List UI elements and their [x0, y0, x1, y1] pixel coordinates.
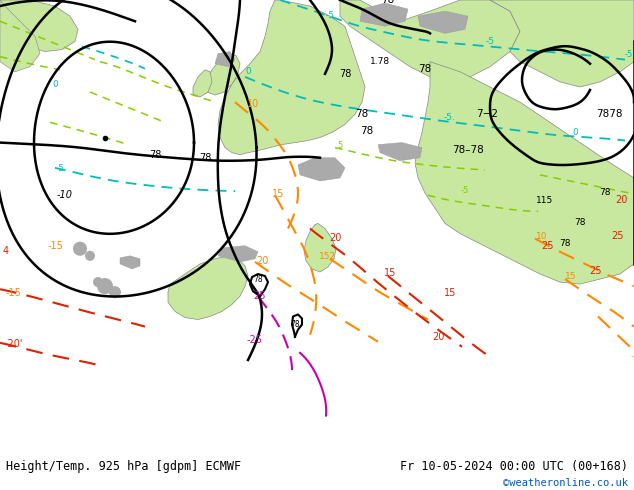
Polygon shape [218, 245, 258, 262]
Text: 10: 10 [247, 99, 259, 109]
Text: 7−2: 7−2 [476, 109, 498, 119]
Text: 0: 0 [52, 80, 58, 89]
Polygon shape [168, 256, 248, 319]
Text: 78: 78 [253, 275, 263, 284]
Text: 152: 152 [320, 252, 337, 261]
Text: -5: -5 [625, 49, 633, 59]
Text: 20: 20 [432, 332, 444, 342]
Text: 15: 15 [444, 288, 456, 298]
Text: 15: 15 [272, 189, 284, 199]
Text: -5: -5 [56, 164, 65, 173]
Polygon shape [218, 0, 365, 155]
Text: 25: 25 [590, 266, 602, 276]
Polygon shape [415, 62, 634, 284]
Polygon shape [304, 223, 336, 272]
Polygon shape [0, 0, 40, 72]
Text: 20: 20 [329, 233, 341, 243]
Circle shape [73, 242, 87, 256]
Text: 78: 78 [199, 153, 211, 163]
Text: -10: -10 [57, 190, 73, 200]
Text: 1.78: 1.78 [370, 57, 390, 66]
Text: 25: 25 [611, 231, 623, 241]
Text: -5: -5 [461, 186, 469, 195]
Text: 15: 15 [384, 268, 396, 278]
Circle shape [97, 278, 113, 294]
Text: -5․: -5․ [444, 113, 456, 122]
Text: 20: 20 [615, 195, 627, 205]
Text: 5: 5 [337, 141, 342, 149]
Text: -5: -5 [486, 38, 495, 47]
Text: 78: 78 [290, 319, 300, 329]
Text: 7878: 7878 [596, 109, 622, 119]
Text: 78: 78 [339, 69, 351, 79]
Polygon shape [490, 0, 634, 87]
Text: 25: 25 [254, 291, 266, 301]
Text: 20: 20 [256, 256, 268, 266]
Text: 78: 78 [149, 150, 161, 160]
Text: -15: -15 [6, 288, 22, 298]
Text: 15: 15 [565, 272, 576, 281]
Text: 78: 78 [599, 188, 611, 197]
Text: 25: 25 [541, 241, 554, 251]
Text: -25: -25 [247, 335, 263, 345]
Text: 4: 4 [3, 246, 9, 256]
Polygon shape [120, 256, 140, 269]
Circle shape [109, 286, 121, 298]
Polygon shape [298, 158, 345, 181]
Polygon shape [418, 11, 468, 33]
Text: 78–78: 78–78 [452, 145, 484, 155]
Text: 0: 0 [572, 128, 578, 138]
Text: Height/Temp. 925 hPa [gdpm] ECMWF: Height/Temp. 925 hPa [gdpm] ECMWF [6, 460, 242, 473]
Polygon shape [360, 3, 408, 26]
Text: 10: 10 [536, 232, 548, 241]
Polygon shape [205, 53, 240, 95]
Text: -5: -5 [325, 11, 335, 20]
Polygon shape [378, 143, 422, 161]
Polygon shape [215, 51, 235, 67]
Text: 78: 78 [382, 0, 394, 5]
Text: -15: -15 [47, 241, 63, 251]
Text: 78: 78 [418, 64, 432, 74]
Text: 115: 115 [536, 196, 553, 205]
Text: 78: 78 [574, 219, 586, 227]
Polygon shape [0, 0, 78, 51]
Text: Fr 10-05-2024 00:00 UTC (00+168): Fr 10-05-2024 00:00 UTC (00+168) [399, 460, 628, 473]
Polygon shape [340, 0, 520, 82]
Text: 0: 0 [245, 67, 251, 76]
Polygon shape [193, 70, 212, 97]
Text: ©weatheronline.co.uk: ©weatheronline.co.uk [503, 478, 628, 488]
Text: 78: 78 [355, 109, 368, 119]
Text: 78: 78 [360, 126, 373, 137]
Text: 78: 78 [559, 239, 571, 248]
Circle shape [85, 251, 95, 261]
Text: -20': -20' [5, 339, 23, 349]
Circle shape [93, 277, 103, 287]
